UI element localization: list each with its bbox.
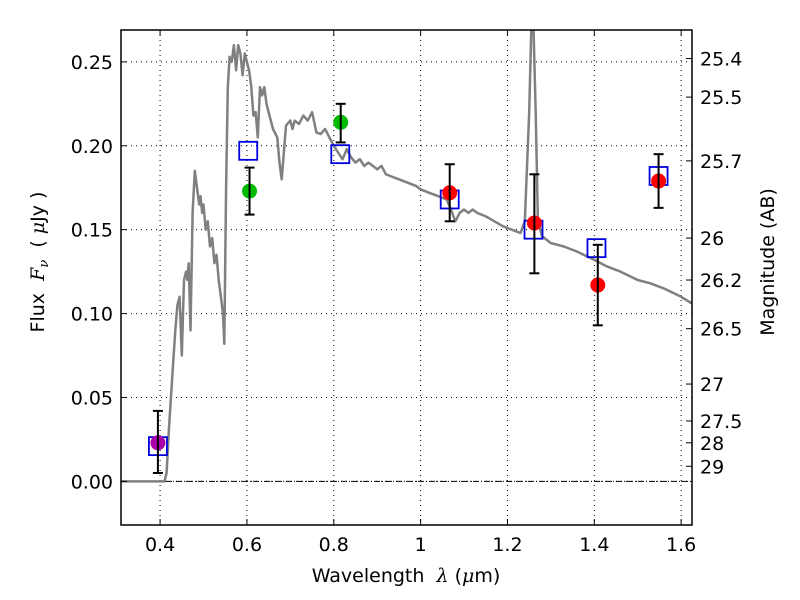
x-axis-label-mu: μ [462,565,474,587]
y-axis-label-mu: μ [27,222,49,234]
y-tick-label: 0.20 [71,136,113,158]
y2-tick-label: 26.2 [700,270,742,292]
x-axis-label-paren: ( [449,565,462,587]
model-square-marker [238,140,259,161]
x-axis-label-unit: m) [474,565,500,587]
y-tick-label: 0.10 [71,304,113,326]
model-square-marker [586,238,607,259]
x-tick-label: 0.8 [319,534,349,556]
y-tick-label: 0.15 [71,220,113,242]
y2-tick-label: 28 [700,433,724,455]
y2-axis-label: Magnitude (AB) [757,188,779,336]
y2-tick-label: 29 [700,456,724,478]
x-axis-label: Wavelength λ (μm) [312,565,501,587]
plot-frame [120,29,693,526]
x-axis-label-prefix: Wavelength [312,565,437,587]
y2-tick-label: 25.4 [700,49,742,71]
y-axis-label-nu: ν [37,260,52,268]
y2-tick-label: 25.5 [700,87,742,109]
y-tick-label: 0.25 [71,52,113,74]
x-axis-label-lambda: λ [436,565,449,587]
x-tick-label: 1.2 [492,534,522,556]
ticks-layer: 0.4 0.6 0.8 1 1.2 1.4 1.6 0.00 0.05 0.10 0.15 0.20 0… [71,30,742,556]
x-tick-label: 1 [415,534,427,556]
y-tick-label: 0.00 [71,471,113,493]
x-tick-label: 0.6 [232,534,262,556]
y2-tick-label: 27.5 [700,411,742,433]
y-axis-label: Flux Fν ( μJy ) [27,192,52,333]
y2-tick-label: 26.5 [700,319,742,341]
y-axis-label-prefix: Flux [27,281,49,333]
x-tick-label: 0.4 [145,534,175,556]
spectrum-line [121,30,692,483]
y-axis-label-f: F [27,267,49,282]
y2-tick-label: 27 [700,374,724,396]
y-axis-label-unit: Jy ) [27,192,49,223]
marks-layer [148,102,669,474]
spectrum-layer [121,30,692,483]
y2-tick-label: 26 [700,228,724,250]
y-axis-label-open: ( [27,234,49,260]
model-square-marker [330,144,351,165]
x-tick-label: 1.6 [666,534,696,556]
y-tick-label: 0.05 [71,387,113,409]
x-tick-label: 1.4 [579,534,609,556]
y2-tick-label: 25.7 [700,151,742,173]
grid-lines [121,30,692,525]
